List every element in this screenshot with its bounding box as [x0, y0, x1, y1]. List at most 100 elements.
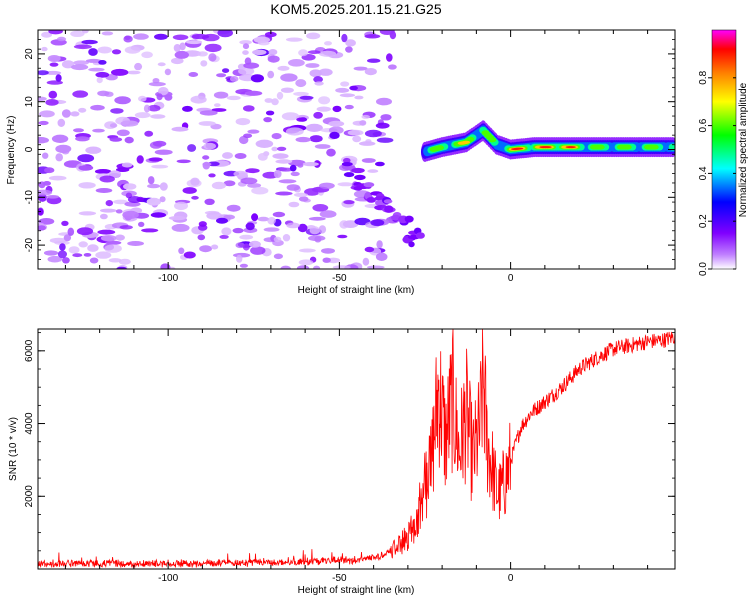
- heatmap-noise-blob: [178, 247, 185, 255]
- heatmap-noise-blob: [76, 227, 94, 236]
- heatmap-noise-blob: [197, 51, 208, 57]
- heatmap-noise-blob: [182, 105, 193, 112]
- colorbar-ticks: 0.0 0.2 0.4 0.6 0.8: [698, 70, 736, 276]
- heatmap-noise-blob: [124, 136, 134, 144]
- heatmap-noise-blob: [275, 191, 293, 196]
- heatmap-noise-blob: [150, 212, 167, 218]
- heatmap-noise-blob: [100, 235, 117, 242]
- heatmap-noise-blob: [95, 188, 113, 193]
- heatmap-noise-blob: [172, 34, 189, 41]
- heatmap-noise-blob: [380, 114, 392, 121]
- heatmap-noise-blob: [46, 80, 63, 85]
- heatmap-noise-blob: [127, 241, 144, 246]
- heatmap-ridge-segment: [488, 137, 497, 143]
- heatmap-noise-blob: [238, 67, 255, 76]
- heatmap-streak-blob: [343, 157, 351, 164]
- heatmap-noise-blob: [97, 46, 112, 54]
- heatmap-noise-blob: [242, 43, 250, 50]
- heatmap-noise-blob: [42, 152, 49, 159]
- heatmap-noise-blob: [134, 112, 151, 119]
- heatmap-streak-blob: [408, 241, 415, 248]
- heatmap-noise-blob: [154, 33, 168, 40]
- heatmap-noise-blob: [364, 68, 377, 76]
- heatmap-noise-blob: [154, 149, 173, 155]
- heatmap-noise-blob: [236, 254, 243, 263]
- heatmap-noise-blob: [73, 128, 84, 133]
- heatmap-noise-blob: [263, 117, 273, 123]
- heatmap-noise-blob: [203, 142, 216, 150]
- heatmap-noise-blob: [389, 30, 397, 40]
- heatmap-noise-blob: [134, 62, 143, 71]
- heatmap-noise-blob: [85, 58, 102, 63]
- heatmap-noise-blob: [214, 103, 221, 107]
- heatmap-noise-blob: [264, 31, 277, 38]
- heatmap-noise-blob: [243, 133, 253, 139]
- heatmap-noise-blob: [143, 104, 151, 113]
- heatmap-noise-blob: [72, 90, 89, 98]
- heatmap-streak-blob: [383, 199, 393, 204]
- y-tick-label: 20: [24, 48, 35, 60]
- heatmap-noise-blob: [216, 217, 228, 224]
- heatmap-noise-blob: [267, 70, 275, 79]
- colorbar-tick-label: 0.6: [698, 118, 709, 132]
- heatmap-noise-blob: [171, 126, 189, 132]
- heatmap-noise-blob: [277, 167, 294, 172]
- heatmap-noise-blob: [89, 257, 99, 264]
- heatmap-noise-blob: [198, 121, 216, 126]
- heatmap-noise-blob: [38, 218, 55, 225]
- heatmap-noise-blob: [61, 109, 71, 118]
- heatmap-noise-blob: [49, 62, 59, 67]
- heatmap-noise-blob: [352, 135, 362, 143]
- heatmap-noise-blob: [354, 95, 364, 100]
- heatmap-noise-blob: [113, 199, 129, 205]
- heatmap-noise-blob: [217, 30, 233, 38]
- heatmap-noise-blob: [277, 65, 290, 71]
- heatmap-ridge-segment: [623, 144, 632, 150]
- heatmap-ridge: [421, 120, 675, 162]
- heatmap-noise-blob: [78, 182, 96, 189]
- heatmap-noise-blob: [282, 234, 291, 242]
- heatmap-noise-blob: [234, 153, 247, 159]
- heatmap-noise-blob: [314, 144, 331, 149]
- heatmap-noise-blob: [115, 209, 123, 214]
- heatmap-noise-blob: [190, 95, 207, 104]
- heatmap-noise-blob: [280, 73, 298, 82]
- heatmap-noise-blob: [47, 55, 61, 62]
- x-tick-label: -100: [158, 273, 178, 284]
- heatmap-noise-blob: [133, 33, 149, 40]
- heatmap-noise-blob: [46, 195, 60, 199]
- heatmap-noise-blob: [176, 159, 191, 164]
- heatmap-noise-blob: [190, 177, 200, 186]
- heatmap-noise-blob: [286, 184, 300, 191]
- heatmap-noise-blob: [164, 68, 172, 76]
- heatmap-noise-blob: [44, 70, 62, 75]
- heatmap-noise-blob: [138, 221, 145, 227]
- heatmap-noise-blob: [62, 257, 70, 264]
- heatmap-noise-blob: [118, 258, 131, 265]
- heatmap-noise-blob: [55, 74, 62, 82]
- heatmap-noise-blob: [307, 50, 321, 55]
- heatmap-noise-blob: [386, 53, 393, 62]
- heatmap-noise-blob: [271, 98, 279, 106]
- heatmap-noise-blob: [160, 263, 171, 269]
- heatmap-noise-blob: [276, 146, 287, 151]
- heatmap-noise-blob: [75, 136, 90, 142]
- x-tick-label: 0: [508, 573, 514, 584]
- heatmap-noise-blob: [318, 50, 337, 57]
- heatmap-noise-blob: [271, 133, 282, 140]
- heatmap-noise-blob: [70, 30, 85, 37]
- heatmap-noise-blob: [252, 49, 267, 56]
- heatmap-noise-blob: [290, 171, 300, 177]
- heatmap-noise-blob: [43, 250, 59, 256]
- heatmap-noise-blob: [199, 245, 213, 253]
- heatmap-noise-blob: [362, 257, 370, 266]
- heatmap-noise-blob: [38, 189, 53, 196]
- heatmap-noise-blob: [273, 236, 282, 243]
- heatmap-noise-blob: [263, 227, 280, 232]
- heatmap-noise-blob: [375, 252, 388, 261]
- heatmap-noise-blob: [242, 243, 250, 251]
- heatmap-noise-blob: [313, 111, 323, 119]
- heatmap-noise-blob: [298, 259, 314, 266]
- heatmap-noise-blob: [222, 152, 233, 159]
- colorbar-tick-label: 0.0: [698, 262, 709, 276]
